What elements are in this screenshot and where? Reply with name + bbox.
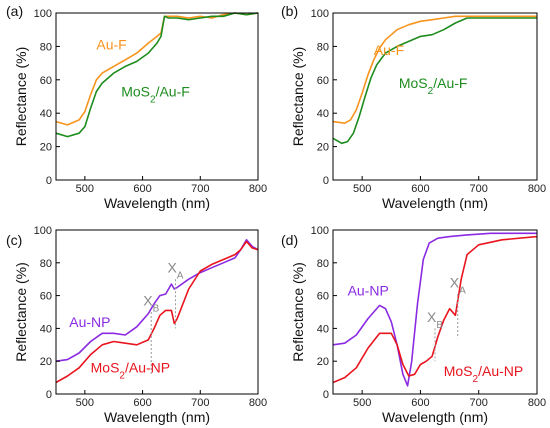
panel-3-annotation-2-label: XA [167, 260, 183, 282]
panel-1-y-tick-label-4: 60 [40, 75, 52, 87]
panel-2-y-tick-label-3: 40 [317, 108, 329, 120]
panel-3-x-tick-label-4: 800 [249, 397, 267, 409]
panel-3-x-axis-title: Wavelength (nm) [104, 409, 210, 425]
panel-3-y-tick-label-4: 60 [40, 291, 52, 303]
panel-3-axes-frame [55, 229, 259, 395]
panel-3-y-tick-label-6: 100 [34, 225, 52, 237]
panel-4-annotation-2-label: XA [450, 274, 466, 296]
panel-3-series-1-label: Au-NP [69, 314, 110, 330]
panel-1-y-tick-label-3: 40 [40, 108, 52, 120]
panel-4-y-tick-label-1: 0 [323, 389, 329, 401]
panel-1-y-tick-label-1: 0 [46, 175, 52, 187]
panel-2: 500 600 700 800 0 20 40 60 80 100 Wavelength (nm) R… [281, 3, 546, 211]
panel-2-y-tick-label-5: 80 [317, 41, 329, 53]
panel-1-x-tick-label-4: 800 [249, 183, 267, 195]
panel-1-series-2-label: MoS2/Au-F [121, 84, 190, 106]
panel-4-series-1-label: Au-NP [348, 283, 389, 299]
panel-4-x-tick-label-3: 700 [470, 397, 488, 409]
panel-2-y-tick-label-4: 60 [317, 75, 329, 87]
panel-2-y-axis-title: Reflectance (%) [290, 47, 306, 147]
panel-3-y-axis-title: Reflectance (%) [13, 262, 29, 362]
panel-3-y-tick-label-2: 20 [40, 356, 52, 368]
panel-1-y-tick-label-5: 80 [40, 41, 52, 53]
panel-3-x-tick-label-2: 600 [133, 397, 151, 409]
panel-1-x-tick-label-2: 600 [133, 183, 151, 195]
panel-1-series-1-line [55, 12, 259, 126]
panel-2-y-tick-label-1: 0 [323, 175, 329, 187]
panel-3-x-tick-label-3: 700 [191, 397, 209, 409]
panel-1: 500 600 700 800 0 20 40 60 80 100 Wavelength (nm) R… [6, 3, 267, 211]
panel-1-x-tick-label-1: 500 [76, 183, 94, 195]
panel-4-y-tick-label-2: 20 [317, 356, 329, 368]
panel-4-axes-frame [332, 229, 538, 395]
panel-2-series-1-line [332, 15, 537, 124]
panel-1-x-tick-label-3: 700 [191, 183, 209, 195]
panel-3-annotation-1-label: XB [143, 292, 159, 314]
panel-2-x-axis-title: Wavelength (nm) [382, 195, 488, 211]
panel-4-series-1-line [332, 232, 537, 387]
panel-4: XB XA 500 600 700 800 0 20 40 60 80 100 Wavelength (… [281, 225, 546, 425]
panel-2-series-1-label: Au-F [374, 42, 404, 58]
panel-4-annotation-1-label: XB [427, 309, 443, 331]
panel-2-x-tick-label-3: 700 [470, 183, 488, 195]
panel-2-y-tick-label-6: 100 [311, 8, 329, 20]
panel-3-series-2-line [55, 240, 259, 384]
panel-4-x-tick-label-2: 600 [411, 397, 429, 409]
panel-3-series-2-label: MoS2/Au-NP [91, 360, 170, 382]
panel-4-y-tick-label-4: 60 [317, 291, 329, 303]
panel-4-y-tick-label-5: 80 [317, 258, 329, 270]
panel-3-x-tick-label-1: 500 [76, 397, 94, 409]
panel-4-x-tick-label-1: 500 [353, 397, 371, 409]
panel-2-x-tick-label-2: 600 [411, 183, 429, 195]
panel-1-label: (a) [6, 3, 23, 19]
panel-1-axes-frame [55, 12, 259, 181]
panel-2-x-tick-label-4: 800 [528, 183, 546, 195]
panel-4-series-2-label: MoS2/Au-NP [444, 363, 523, 385]
panel-3-series-1-line [55, 239, 259, 362]
panel-1-series-1-label: Au-F [96, 37, 126, 53]
panel-2-x-tick-label-1: 500 [353, 183, 371, 195]
panel-4-label: (d) [281, 232, 298, 248]
panel-1-series-2-line [55, 12, 259, 138]
panel-4-y-axis-title: Reflectance (%) [290, 262, 306, 362]
panel-2-label: (b) [281, 3, 298, 19]
panel-4-x-axis-title: Wavelength (nm) [382, 409, 488, 425]
panel-3-y-tick-label-3: 40 [40, 323, 52, 335]
panel-4-y-tick-label-6: 100 [311, 225, 329, 237]
panel-2-series-2-line [332, 17, 537, 145]
panel-3-label: (c) [6, 232, 22, 248]
panel-1-x-axis-title: Wavelength (nm) [104, 195, 210, 211]
panel-3: XB XA 500 600 700 800 0 20 40 60 80 100 Wavelength (… [6, 225, 267, 425]
panel-2-y-tick-label-2: 20 [317, 142, 329, 154]
panel-4-series-2-line [332, 235, 538, 384]
panel-1-y-tick-label-2: 20 [40, 142, 52, 154]
panel-2-axes-frame [332, 12, 538, 181]
panel-2-series-2-label: MoS2/Au-F [399, 75, 468, 97]
panel-1-y-axis-title: Reflectance (%) [13, 47, 29, 147]
panel-1-y-tick-label-6: 100 [34, 8, 52, 20]
panel-4-x-tick-label-4: 800 [528, 397, 546, 409]
panel-3-y-tick-label-1: 0 [46, 389, 52, 401]
panel-3-y-tick-label-5: 80 [40, 258, 52, 270]
panel-4-y-tick-label-3: 40 [317, 323, 329, 335]
